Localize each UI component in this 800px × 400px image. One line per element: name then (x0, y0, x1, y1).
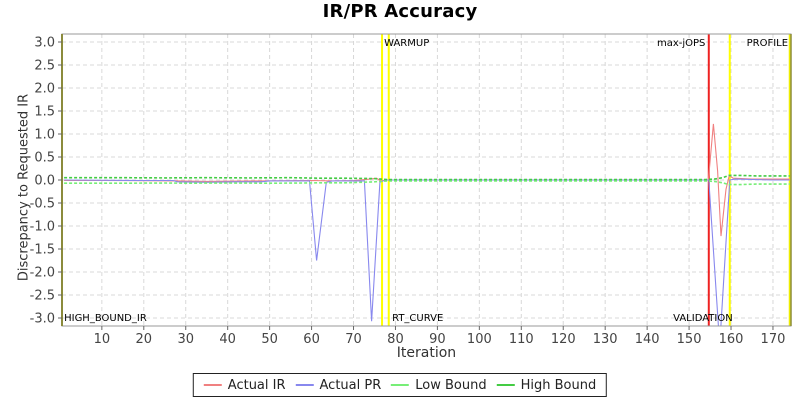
y-tick-label: -2.0 (30, 266, 55, 281)
legend-item-high-bound: High Bound (496, 377, 597, 393)
y-tick-label: 1.5 (34, 105, 55, 120)
validation-label: VALIDATION (673, 313, 733, 324)
rt-curve-label: RT_CURVE (392, 313, 443, 324)
x-tick-label: 140 (635, 332, 660, 347)
legend-label: Actual IR (227, 377, 286, 393)
y-tick-label: -0.5 (30, 197, 55, 212)
y-axis-title: Discrepancy to Requested IR (16, 93, 32, 282)
legend-label: High Bound (520, 377, 597, 393)
y-tick-label: -1.5 (30, 243, 55, 258)
plot-area: 3.0 2.5 2.0 1.5 1.0 0.5 0.0 -0.5 -1.0 -1.5 -2.0 -2.… (30, 33, 792, 347)
y-tick-label: -3.0 (30, 312, 55, 327)
legend-swatch (496, 384, 515, 386)
x-tick-label: 80 (387, 332, 404, 347)
warmup-label: WARMUP (384, 38, 429, 49)
legend-item-actual-pr: Actual PR (295, 377, 382, 393)
y-tick-label: 2.0 (34, 82, 55, 97)
chart-title: IR/PR Accuracy (322, 1, 478, 22)
x-tick-label: 60 (303, 332, 320, 347)
legend: Actual IR Actual PR Low Bound High Bound (192, 373, 608, 397)
x-tick-label: 170 (761, 332, 786, 347)
legend-swatch (295, 384, 314, 386)
y-tick-label: 0.0 (34, 174, 55, 189)
x-tick-label: 150 (677, 332, 702, 347)
legend-label: Low Bound (415, 377, 487, 393)
y-tick-label: -1.0 (30, 220, 55, 235)
x-tick-label: 20 (136, 332, 153, 347)
x-axis-title: Iteration (396, 345, 457, 361)
x-tick-label: 160 (719, 332, 744, 347)
series-actual-pr (64, 178, 790, 326)
x-tick-label: 100 (467, 332, 492, 347)
y-tick-label: 0.5 (34, 151, 55, 166)
series-high-bound (64, 174, 790, 181)
x-tick-label: 30 (177, 332, 194, 347)
series-low-bound (64, 180, 790, 186)
high-bound-ir-label: HIGH_BOUND_IR (64, 313, 147, 324)
legend-item-low-bound: Low Bound (391, 377, 487, 393)
legend-label: Actual PR (319, 377, 382, 393)
legend-swatch (203, 384, 222, 386)
max-jops-label: max-jOPS (657, 38, 705, 49)
x-tick-label: 40 (219, 332, 236, 347)
x-tick-label: 120 (551, 332, 576, 347)
y-tick-label: 1.0 (34, 128, 55, 143)
x-tick-label: 110 (509, 332, 534, 347)
y-tick-label: 3.0 (34, 36, 55, 51)
profile-label: PROFILE (747, 38, 788, 49)
legend-item-actual-ir: Actual IR (203, 377, 286, 393)
x-tick-label: 130 (593, 332, 618, 347)
y-tick-label: 2.5 (34, 59, 55, 74)
y-tick-label: -2.5 (30, 289, 55, 304)
x-tick-label: 70 (345, 332, 362, 347)
x-tick-label: 50 (261, 332, 278, 347)
legend-swatch (391, 384, 410, 386)
x-tick-label: 90 (429, 332, 446, 347)
x-tick-label: 10 (94, 332, 111, 347)
